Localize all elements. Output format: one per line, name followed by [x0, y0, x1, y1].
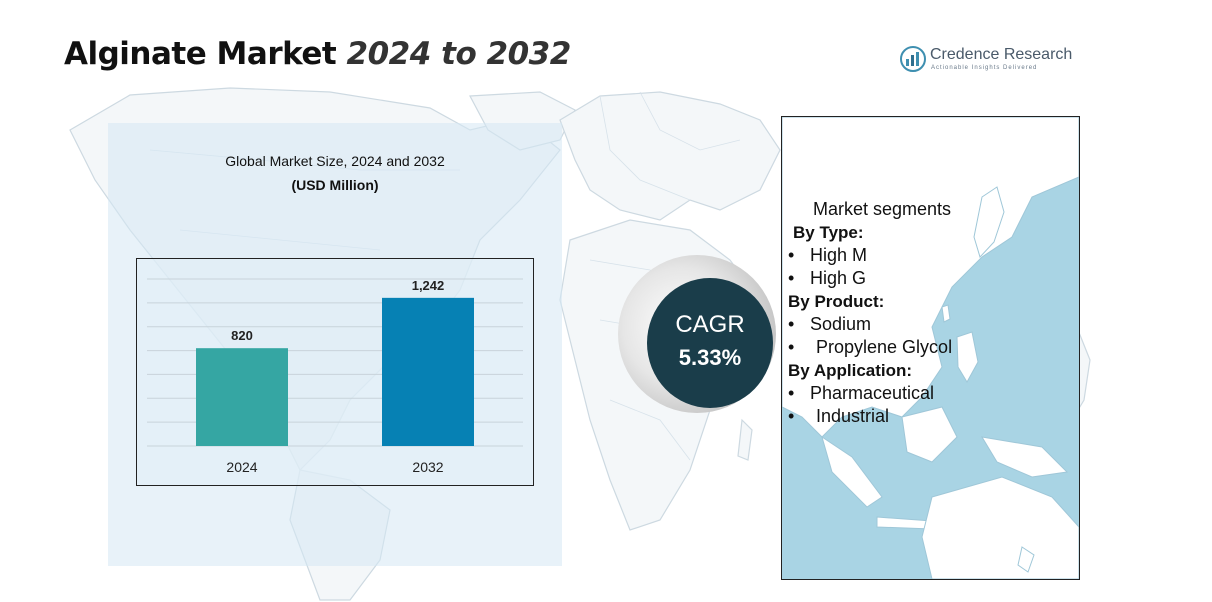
madagascar-outline [737, 418, 753, 461]
segments-heading: Market segments [813, 199, 952, 219]
bullet-icon: • [788, 314, 795, 334]
japan-island [973, 186, 1005, 258]
new-guinea-island [981, 436, 1069, 478]
market-size-title: Global Market Size, 2024 and 2032 [225, 153, 445, 169]
bar-chart-svg: 820 2024 1,242 2032 [147, 278, 523, 475]
bar-chart: 820 2024 1,242 2032 [136, 258, 534, 486]
segment-item-label: Propylene Glycol [816, 337, 953, 357]
logo-name: Credence Research [930, 46, 1073, 63]
bullet-icon: • [788, 268, 795, 288]
segment-item: • High G [788, 267, 1073, 290]
market-size-unit: (USD Million) [291, 177, 379, 193]
segment-group-application: By Application: [788, 361, 913, 380]
bullet-icon: • [788, 337, 795, 357]
segment-item: • High M [788, 244, 1073, 267]
x-tick-label-2032: 2032 [412, 459, 443, 475]
logo-tagline: Actionable Insights Delivered [931, 65, 1038, 71]
sumatra-island [821, 435, 883, 508]
bar-2032 [382, 297, 474, 446]
cagr-value: 5.33% [678, 345, 742, 370]
philippines-islands [956, 331, 979, 384]
europe-outline [559, 91, 781, 221]
segments-list: Market segments By Type: • High M • High G… [788, 197, 1073, 428]
title-main: Alginate Market [64, 36, 337, 72]
java-island [876, 516, 933, 530]
cagr-label: CAGR [675, 311, 745, 338]
asia-pacific-map [782, 117, 1079, 579]
segment-group-product: By Product: [788, 292, 885, 311]
segment-item-label: High M [810, 245, 868, 265]
bullet-icon: • [788, 406, 795, 426]
segment-item-label: Sodium [810, 314, 872, 334]
cagr-badge [647, 278, 773, 408]
credence-research-logo: Credence Research Actionable Insights De… [900, 44, 1080, 76]
taiwan-island [941, 304, 951, 323]
australia-landmass [921, 476, 1079, 579]
page-title: Alginate Market 2024 to 2032 [64, 36, 571, 72]
bar-2024 [196, 348, 288, 446]
segment-item: • Propylene Glycol [788, 336, 1073, 359]
market-segments-panel: Market segments By Type: • High M • High G… [781, 116, 1080, 580]
segment-item-label: Pharmaceutical [810, 383, 935, 403]
asia-landmass [782, 117, 1079, 438]
segment-item-label: Industrial [816, 406, 890, 426]
segment-item-label: High G [810, 268, 867, 288]
new-zealand-island [1017, 546, 1035, 573]
segment-item: • Industrial [788, 405, 1073, 428]
title-years: 2024 to 2032 [346, 36, 572, 72]
data-label-2032: 1,242 [412, 278, 445, 293]
segment-item: • Sodium [788, 313, 1073, 336]
segment-item: • Pharmaceutical [788, 382, 1073, 405]
bullet-icon: • [788, 383, 795, 403]
borneo-island [901, 406, 958, 463]
segment-group-type: By Type: [793, 223, 864, 242]
credence-research-logo-icon [900, 46, 926, 72]
bullet-icon: • [788, 245, 795, 265]
x-tick-label-2024: 2024 [226, 459, 257, 475]
data-label-2024: 820 [231, 328, 253, 343]
